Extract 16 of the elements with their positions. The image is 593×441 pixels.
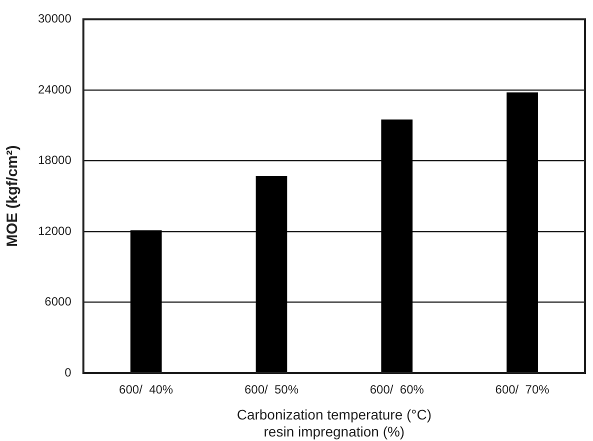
bar: [506, 92, 538, 372]
x-tick-label: 600/ 40%: [119, 382, 174, 397]
y-tick-label: 24000: [38, 82, 72, 96]
y-tick-label: 12000: [38, 224, 72, 238]
y-tick-label: 0: [64, 365, 72, 380]
y-axis-title: MOE (kgf/cm²): [4, 145, 22, 247]
bar: [256, 176, 288, 372]
bar: [381, 119, 413, 372]
y-tick-label: 18000: [38, 153, 72, 168]
y-tick-label: 6000: [44, 294, 72, 309]
x-axis-title: Carbonization temperature (°C) resin impregnation (%): [236, 406, 432, 440]
x-tick-label: 600/ 60%: [370, 382, 424, 397]
x-tick-label: 600/ 50%: [244, 382, 299, 397]
x-tick-label: 600/ 70%: [495, 382, 550, 397]
y-tick-label: 30000: [38, 12, 72, 26]
bar: [130, 230, 162, 372]
